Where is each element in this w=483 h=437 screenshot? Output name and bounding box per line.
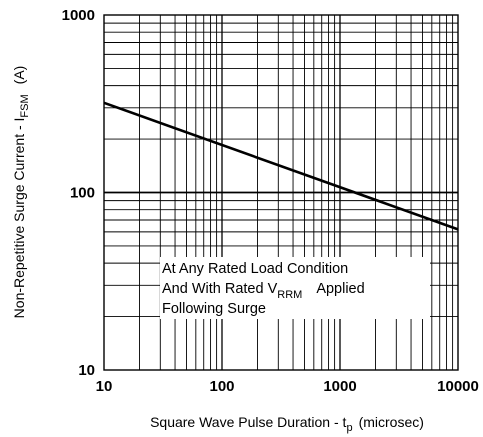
plot-frame	[103, 14, 459, 371]
x-tick-label: 1000	[323, 378, 356, 395]
annotation-box	[160, 257, 430, 319]
annotation-line-1: At Any Rated Load Condition	[162, 261, 348, 277]
y-tick-label: 10	[78, 362, 95, 379]
y-tick-label: 1000	[62, 7, 95, 24]
x-tick-label: 10	[96, 378, 113, 395]
annotation-line-3: Following Surge	[162, 301, 266, 317]
x-tick-label: 100	[209, 378, 234, 395]
series-line-1	[103, 101, 459, 231]
y-tick-labels: 10 100 1000	[62, 7, 95, 379]
annotation-line-2: And With Rated VRRM Applied	[162, 281, 365, 301]
x-tick-label: 10000	[437, 378, 479, 395]
y-tick-label: 100	[70, 185, 95, 202]
series-layer	[103, 101, 459, 231]
y-axis-label: Non-Repetitive Surge Current - IFSM(A)	[11, 66, 31, 319]
x-axis-label: Square Wave Pulse Duration - tp (microsec…	[150, 414, 424, 434]
x-tick-labels: 10 100 1000 10000	[96, 378, 479, 395]
